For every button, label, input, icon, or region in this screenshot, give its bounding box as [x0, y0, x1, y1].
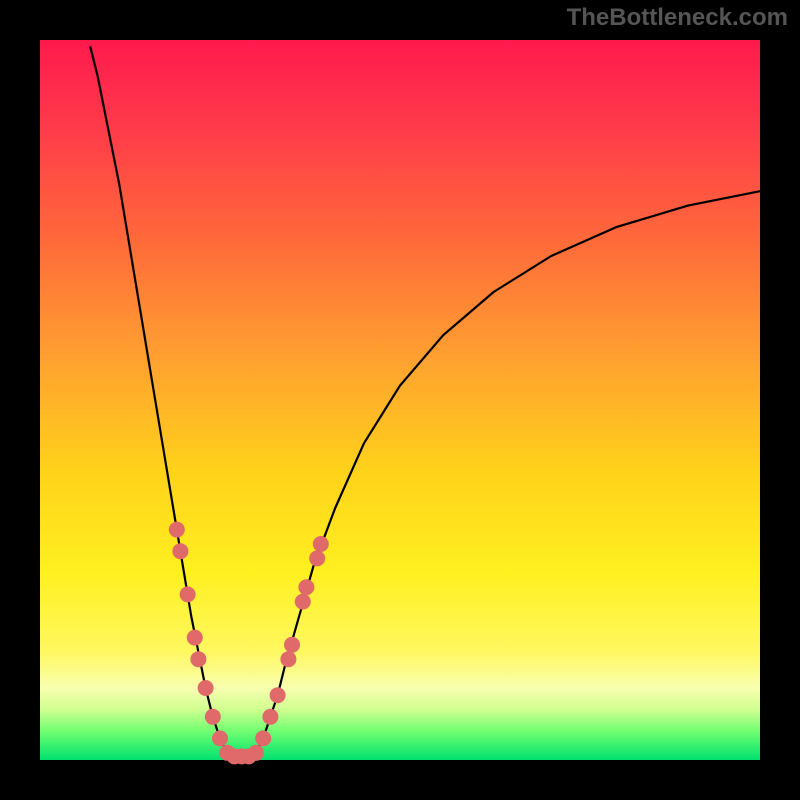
curve-marker — [298, 579, 314, 595]
curve-marker — [187, 630, 203, 646]
curve-marker — [205, 709, 221, 725]
curve-marker — [280, 651, 296, 667]
curve-marker — [169, 522, 185, 538]
curve-marker — [172, 543, 188, 559]
curve-marker — [313, 536, 329, 552]
plot-background — [40, 40, 760, 760]
bottleneck-chart-svg — [0, 0, 800, 800]
curve-marker — [248, 745, 264, 761]
watermark-text: TheBottleneck.com — [567, 4, 788, 32]
curve-marker — [212, 730, 228, 746]
curve-marker — [284, 637, 300, 653]
curve-marker — [309, 550, 325, 566]
curve-marker — [270, 687, 286, 703]
curve-marker — [190, 651, 206, 667]
chart-frame: TheBottleneck.com — [0, 0, 800, 800]
curve-marker — [198, 680, 214, 696]
curve-marker — [295, 594, 311, 610]
curve-marker — [180, 586, 196, 602]
curve-marker — [262, 709, 278, 725]
curve-marker — [255, 730, 271, 746]
